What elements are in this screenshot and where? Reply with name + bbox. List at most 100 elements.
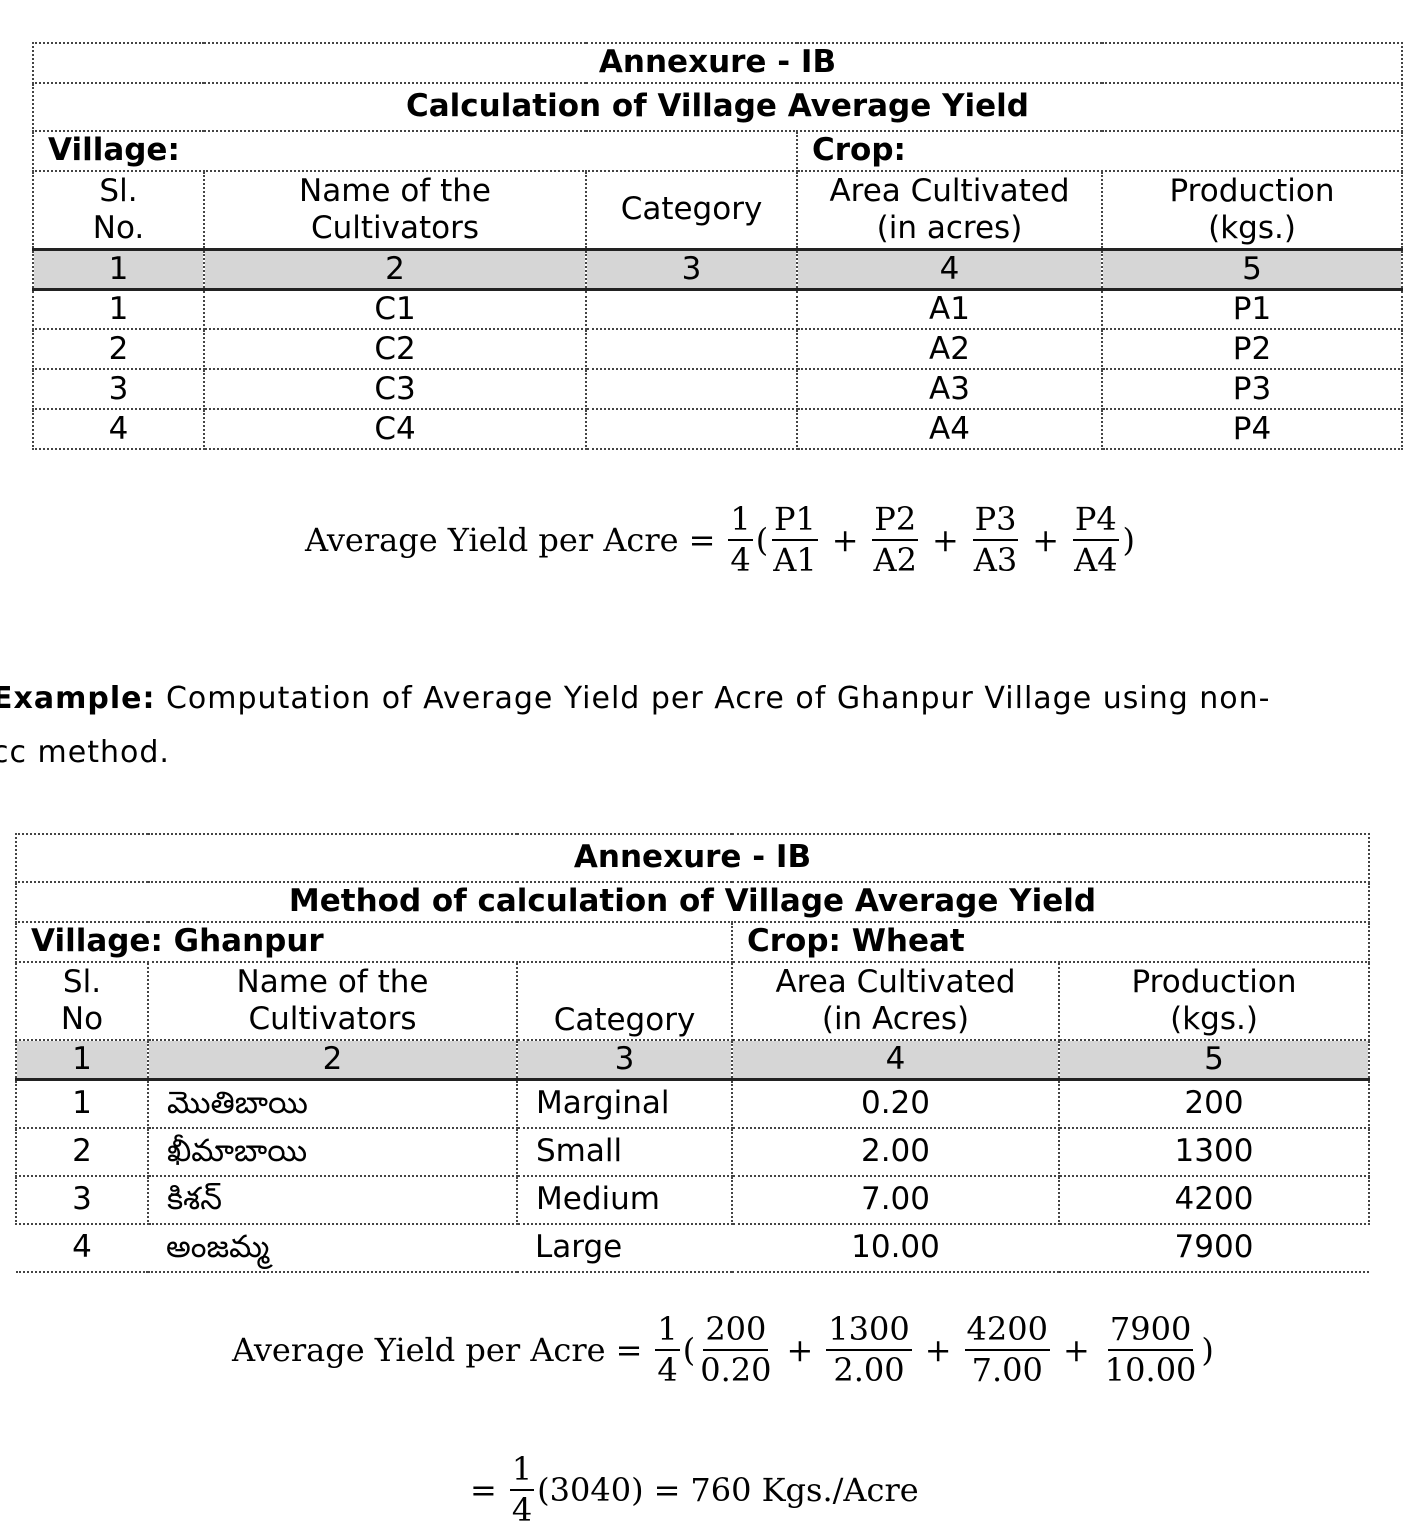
cell-area: 10.00: [732, 1222, 1059, 1273]
cell-category: Large: [517, 1222, 732, 1273]
header-area: Area Cultivated (in Acres): [731, 961, 1060, 1041]
cell-area: A4: [796, 408, 1103, 451]
close-paren: ): [1122, 521, 1136, 560]
column-number: 2: [203, 247, 587, 291]
cell-category: [585, 328, 798, 371]
term-fraction: P2 A2: [872, 500, 919, 580]
table-row: 1 C1 A1 P1: [32, 288, 1404, 331]
cell-name: మొతిబాయి: [147, 1078, 518, 1129]
cell-sl: 4: [32, 408, 205, 451]
cell-name: C2: [203, 328, 587, 371]
term-fraction: P4 A4: [1072, 500, 1119, 580]
cell-area: A2: [796, 328, 1103, 371]
close-paren: ): [1201, 1331, 1214, 1370]
term-fraction: 4200 7.00: [964, 1310, 1050, 1390]
equals-sign: =: [688, 521, 716, 560]
table-title: Method of calculation of Village Average…: [14, 881, 1371, 923]
cell-area: A3: [796, 368, 1103, 411]
result-value: 760 Kgs./Acre: [690, 1471, 919, 1510]
column-number: 4: [796, 247, 1103, 291]
cell-area: 2.00: [731, 1126, 1060, 1177]
cell-category: [585, 408, 798, 451]
example-label: Example:: [0, 681, 156, 716]
plus-sign: +: [931, 521, 959, 560]
plus-sign: +: [1062, 1331, 1090, 1370]
table-title: Calculation of Village Average Yield: [31, 82, 1404, 132]
plus-sign: +: [924, 1331, 952, 1370]
header-category: Category: [585, 170, 798, 251]
cell-category: [585, 288, 798, 331]
formula-lhs: Average Yield per Acre: [305, 521, 679, 560]
term-fraction: 1300 2.00: [826, 1310, 912, 1390]
cell-category: [585, 368, 798, 411]
equals-sign: =: [653, 1471, 681, 1510]
column-number: 2: [147, 1039, 518, 1082]
column-number: 4: [731, 1039, 1060, 1082]
header-category: Category: [516, 961, 733, 1041]
plus-sign: +: [831, 521, 859, 560]
open-paren: (: [755, 521, 769, 560]
example-text: Computation of Average Yield per Acre of…: [155, 681, 1271, 716]
column-number: 5: [1057, 1039, 1371, 1082]
cell-sl: 4: [16, 1222, 148, 1273]
cell-sl: 3: [32, 368, 205, 411]
cell-production: 7900: [1059, 1222, 1370, 1273]
table-row: 2 ఖీమాబాయి Small 2.00 1300: [15, 1126, 1371, 1177]
cell-production: P3: [1100, 368, 1404, 411]
table-row: 3 కిశన్ Medium 7.00 4200: [15, 1174, 1371, 1225]
crop-label: Crop: Wheat: [730, 921, 1371, 963]
sum-value: (3040): [537, 1471, 644, 1510]
cell-production: P2: [1100, 328, 1404, 371]
cell-category: Medium: [516, 1174, 733, 1225]
column-number: 3: [516, 1039, 733, 1082]
cell-sl: 2: [15, 1126, 149, 1177]
term-fraction: P3 A3: [972, 500, 1019, 580]
column-number: 1: [32, 247, 205, 291]
equals-sign: =: [615, 1331, 643, 1370]
term-fraction: 7900 10.00: [1104, 1310, 1197, 1390]
column-number: 5: [1100, 247, 1404, 291]
cell-name: ఖీమాబాయి: [147, 1126, 518, 1177]
table-row: 3 C3 A3 P3: [32, 368, 1404, 411]
cell-sl: 1: [32, 288, 205, 331]
village-label: Village:: [32, 130, 798, 172]
plus-sign: +: [786, 1331, 814, 1370]
cell-production: 1300: [1057, 1126, 1371, 1177]
plus-sign: +: [1032, 521, 1060, 560]
village-label: Village: Ghanpur: [15, 921, 733, 963]
cell-name: C3: [203, 368, 587, 411]
cell-name: అంజమ్మ: [148, 1222, 517, 1273]
template-table: Annexure - IB Calculation of Village Ave…: [31, 42, 1404, 451]
open-paren: (: [682, 1331, 696, 1370]
cell-production: P1: [1100, 288, 1404, 331]
example-paragraph: Example: Computation of Average Yield pe…: [0, 672, 1392, 780]
header-sl-no: Sl. No: [15, 961, 149, 1041]
cell-name: C4: [203, 408, 587, 451]
cell-area: 7.00: [731, 1174, 1060, 1225]
header-cultivator-name: Name of the Cultivators: [147, 961, 518, 1041]
term-fraction: 200 0.20: [700, 1310, 772, 1390]
header-sl-no: Sl. No.: [32, 170, 205, 251]
cell-sl: 2: [32, 328, 205, 371]
example-table: Annexure - IB Method of calculation of V…: [14, 833, 1371, 1273]
cell-production: 200: [1057, 1078, 1371, 1129]
table-row: 4 అంజమ్మ Large 10.00 7900: [16, 1222, 1370, 1273]
example-text-continued: cc method.: [0, 735, 170, 770]
header-production: Production (kgs.): [1057, 961, 1371, 1041]
cell-area: A1: [796, 288, 1103, 331]
cell-production: P4: [1100, 408, 1404, 451]
cell-area: 0.20: [731, 1078, 1060, 1129]
header-area: Area Cultivated (in acres): [796, 170, 1103, 251]
cell-sl: 3: [15, 1174, 149, 1225]
annexure-heading: Annexure - IB: [14, 833, 1371, 883]
column-number: 3: [585, 247, 798, 291]
header-production: Production (kgs.): [1100, 170, 1404, 251]
cell-sl: 1: [15, 1078, 149, 1129]
term-fraction: P1 A1: [772, 500, 818, 580]
